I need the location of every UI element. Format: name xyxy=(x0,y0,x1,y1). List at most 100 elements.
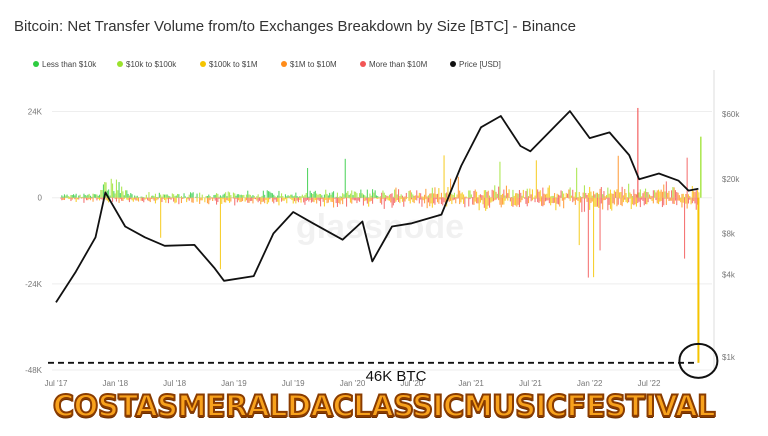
volume-bar xyxy=(213,197,215,199)
volume-bar xyxy=(130,193,132,198)
volume-bar xyxy=(500,194,502,198)
volume-bar xyxy=(195,196,197,198)
volume-bar xyxy=(482,195,484,198)
volume-bar xyxy=(590,197,592,204)
volume-bar xyxy=(405,192,407,198)
volume-bar xyxy=(485,190,487,198)
volume-bar xyxy=(665,197,667,205)
volume-bar xyxy=(551,197,553,203)
volume-bar xyxy=(598,197,600,208)
volume-bar xyxy=(694,192,696,198)
volume-bar xyxy=(615,191,617,198)
volume-bar xyxy=(227,197,229,201)
x-tick: Jul '17 xyxy=(45,379,68,387)
volume-bar xyxy=(188,197,190,201)
volume-bar xyxy=(304,194,306,198)
volume-bar xyxy=(574,197,576,205)
volume-bar xyxy=(387,196,389,198)
volume-bar xyxy=(535,197,537,199)
volume-bar xyxy=(162,197,164,199)
volume-bar xyxy=(141,197,143,201)
legend-item[interactable]: $100k to $1M xyxy=(209,60,258,69)
volume-bar xyxy=(372,189,374,198)
volume-bar xyxy=(652,197,654,204)
x-tick: Jan '18 xyxy=(103,379,129,387)
volume-bar xyxy=(385,197,387,202)
volume-bar xyxy=(633,197,635,206)
volume-bar xyxy=(297,197,299,203)
volume-bar xyxy=(314,197,316,201)
volume-bar xyxy=(314,190,316,198)
volume-bar xyxy=(599,197,601,251)
volume-bar xyxy=(169,197,171,199)
volume-bar xyxy=(229,197,231,203)
volume-bars xyxy=(60,107,702,363)
volume-bar xyxy=(581,196,583,198)
volume-bar xyxy=(256,196,258,198)
volume-bar xyxy=(499,161,501,198)
volume-bar xyxy=(262,197,264,202)
volume-bar xyxy=(160,197,162,238)
volume-bar xyxy=(572,197,574,203)
volume-bar xyxy=(466,197,468,199)
volume-bar xyxy=(166,197,168,200)
volume-bar xyxy=(563,193,565,198)
volume-bar xyxy=(242,195,244,198)
volume-bar xyxy=(676,192,678,198)
volume-bar xyxy=(464,197,466,208)
volume-bar xyxy=(418,197,420,204)
volume-bar xyxy=(177,193,179,198)
volume-bar xyxy=(619,197,621,199)
volume-bar xyxy=(486,191,488,198)
volume-bar xyxy=(546,197,548,201)
volume-bar xyxy=(494,185,496,198)
volume-bar xyxy=(448,197,450,202)
volume-bar xyxy=(411,192,413,198)
volume-bar xyxy=(414,197,416,200)
volume-bar xyxy=(221,196,223,198)
volume-bar xyxy=(118,182,120,198)
volume-bar xyxy=(651,197,653,202)
volume-bar xyxy=(557,194,559,198)
volume-bar xyxy=(269,197,271,200)
volume-bar xyxy=(543,197,545,206)
volume-bar xyxy=(218,197,220,199)
volume-bar xyxy=(520,197,522,203)
volume-bar xyxy=(524,197,526,199)
legend-item[interactable]: Price [USD] xyxy=(459,60,501,69)
volume-bar xyxy=(398,197,400,202)
volume-bar xyxy=(153,197,155,201)
legend-item[interactable]: Less than $10k xyxy=(42,60,97,69)
volume-bar xyxy=(698,192,700,198)
volume-bar xyxy=(539,197,541,202)
volume-bar xyxy=(660,189,662,198)
volume-bar xyxy=(504,195,506,198)
volume-bar xyxy=(62,196,64,198)
volume-bar xyxy=(114,197,116,200)
volume-bar xyxy=(183,193,185,198)
volume-bar xyxy=(60,197,62,199)
volume-bar xyxy=(325,189,327,198)
volume-bar xyxy=(342,193,344,198)
volume-bar xyxy=(508,189,510,198)
volume-bar xyxy=(232,197,234,199)
volume-bar xyxy=(544,197,546,202)
volume-bar xyxy=(126,197,128,200)
volume-bar xyxy=(589,197,591,210)
volume-bar xyxy=(505,185,507,198)
legend-item[interactable]: $1M to $10M xyxy=(290,60,337,69)
volume-bar xyxy=(265,197,267,200)
volume-bar xyxy=(409,197,411,204)
volume-bar xyxy=(695,197,697,210)
legend-item[interactable]: $10k to $100k xyxy=(126,60,177,69)
volume-bar xyxy=(157,196,159,198)
volume-bar xyxy=(473,190,475,198)
volume-bar xyxy=(414,195,416,198)
volume-bar xyxy=(240,194,242,198)
volume-bar xyxy=(340,197,342,201)
volume-bar xyxy=(104,182,106,198)
volume-bar xyxy=(63,194,65,198)
volume-bar xyxy=(326,193,328,198)
legend-item[interactable]: More than $10M xyxy=(369,60,428,69)
volume-bar xyxy=(542,187,544,198)
